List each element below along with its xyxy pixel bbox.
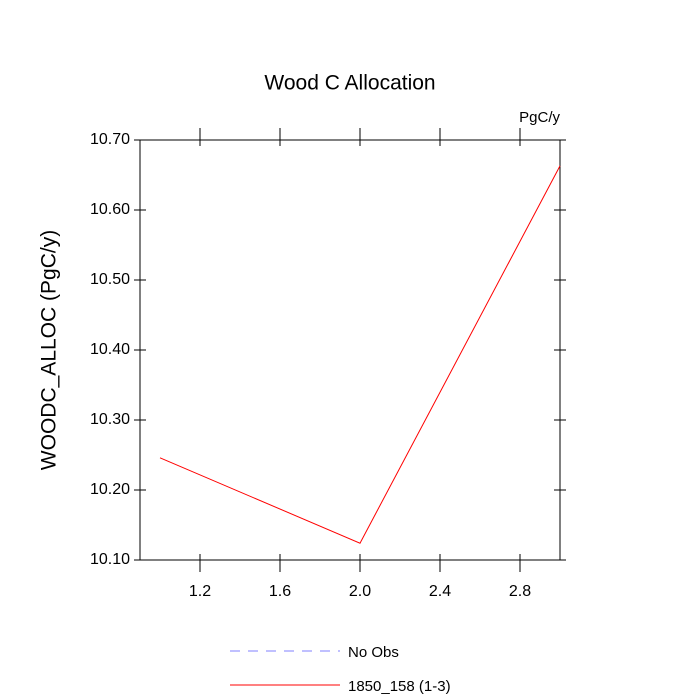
data-line: [159, 165, 561, 544]
plot-frame: [139, 139, 561, 561]
y-tick-label: 10.60: [90, 201, 130, 218]
chart-title: Wood C Allocation: [264, 72, 435, 95]
y-tick-label: 10.20: [90, 481, 130, 498]
y-tick-label: 10.30: [90, 411, 130, 428]
x-tick-label: 2.4: [429, 583, 451, 600]
x-tick-label: 1.6: [269, 583, 291, 600]
x-tick-label: 2.0: [349, 583, 371, 600]
x-tick-label: 1.2: [189, 583, 211, 600]
y-tick-label: 10.40: [90, 341, 130, 358]
legend-label: 1850_158 (1-3): [348, 678, 451, 695]
y-tick-label: 10.50: [90, 271, 130, 288]
x-tick-label: 2.8: [509, 583, 531, 600]
units-label: PgC/y: [519, 109, 560, 126]
legend-label: No Obs: [348, 644, 399, 661]
y-axis-label: WOODC_ALLOC (PgC/y): [38, 230, 61, 470]
y-tick-label: 10.10: [90, 551, 130, 568]
y-tick-label: 10.70: [90, 131, 130, 148]
